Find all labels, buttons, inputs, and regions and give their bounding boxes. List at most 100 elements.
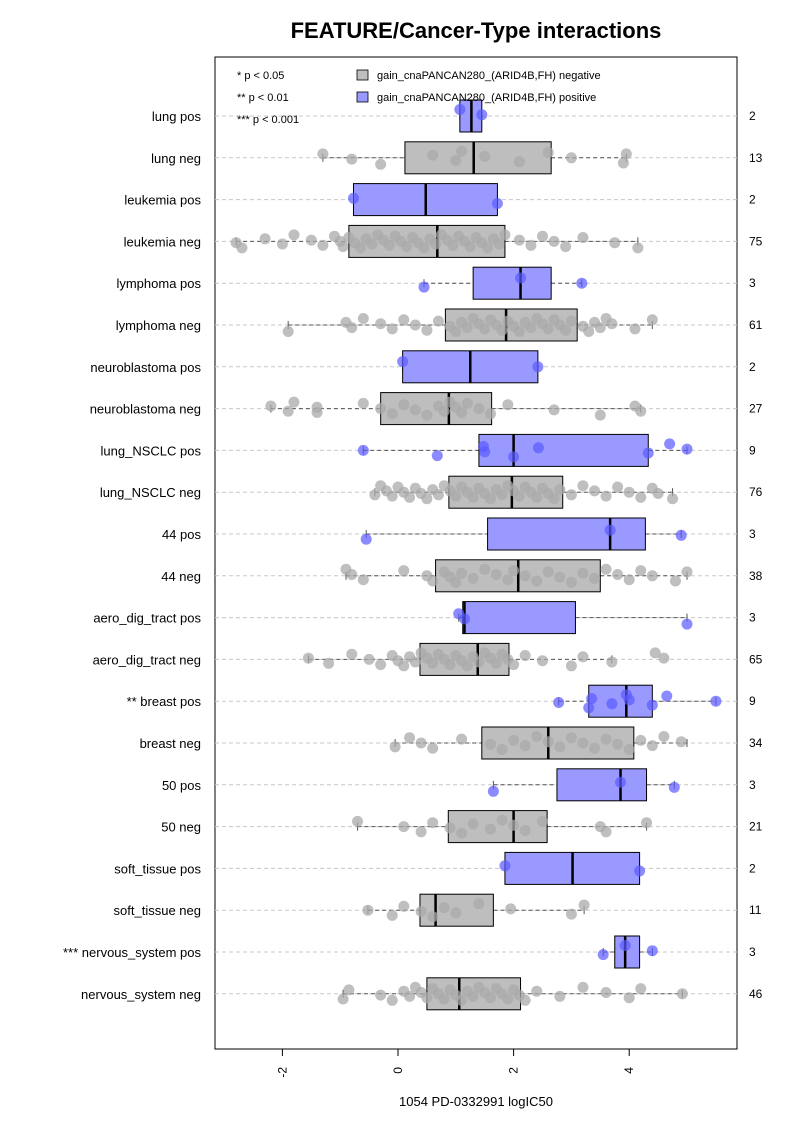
data-point: [484, 823, 496, 835]
data-point: [288, 396, 300, 408]
data-point: [427, 657, 439, 669]
data-point: [542, 736, 554, 748]
data-point: [525, 239, 537, 251]
significance-item: ** p < 0.01: [237, 92, 289, 104]
data-point: [398, 399, 410, 411]
data-point: [537, 655, 548, 667]
data-point: [554, 990, 566, 1002]
data-point: [553, 697, 565, 708]
data-point: [634, 865, 646, 877]
data-point: [282, 326, 294, 337]
data-point: [337, 241, 349, 253]
data-point: [398, 314, 410, 326]
data-point: [431, 450, 443, 462]
data-point: [612, 738, 624, 750]
row-label: neuroblastoma pos: [90, 360, 201, 375]
data-point: [346, 322, 358, 334]
data-point: [623, 574, 635, 586]
data-point: [386, 408, 398, 420]
data-point: [346, 153, 358, 165]
x-tick-label: 0: [391, 1067, 405, 1074]
data-point: [357, 444, 369, 456]
data-point: [438, 993, 450, 1005]
count-label: 3: [749, 611, 756, 625]
data-point: [415, 906, 427, 917]
count-labels: 2 13 2 75 3 61 2 27 9 76 3 38 3 65 9 34 3 21 2 11 3 46: [749, 109, 763, 1001]
data-point: [456, 994, 468, 1006]
data-point: [542, 323, 554, 335]
data-point: [317, 239, 329, 251]
x-axis: -2 0 2 4: [275, 1048, 636, 1078]
data-point: [482, 242, 494, 254]
data-point: [346, 569, 358, 580]
row-label: breast neg: [140, 736, 201, 751]
data-point: [484, 493, 496, 505]
data-point: [513, 156, 525, 168]
count-label: 34: [749, 736, 763, 750]
data-point: [600, 987, 612, 998]
data-point: [369, 489, 381, 501]
data-point: [565, 908, 577, 920]
row-label: soft_tissue neg: [114, 903, 201, 918]
data-point: [576, 277, 588, 289]
data-point: [519, 570, 531, 582]
data-point: [646, 740, 658, 752]
data-point: [597, 949, 609, 961]
data-point: [276, 238, 288, 250]
data-point: [496, 814, 508, 826]
data-point: [577, 567, 589, 579]
data-point: [456, 145, 468, 157]
data-point: [467, 491, 479, 503]
data-point: [444, 822, 456, 834]
data-point: [386, 909, 398, 921]
data-point: [560, 324, 572, 336]
data-point: [577, 232, 589, 243]
data-point: [586, 693, 598, 705]
data-point: [668, 781, 680, 793]
count-label: 2: [749, 360, 756, 374]
data-point: [467, 990, 479, 1002]
data-point: [554, 741, 566, 753]
data-point: [583, 326, 595, 337]
count-label: 21: [749, 820, 763, 834]
data-point: [565, 315, 577, 327]
row-label: neuroblastoma neg: [90, 402, 201, 417]
legend-swatch-positive: [356, 91, 369, 103]
row-label: 44 pos: [162, 527, 202, 542]
data-point: [502, 399, 514, 411]
data-point: [383, 239, 395, 251]
data-point: [386, 490, 398, 502]
count-label: 2: [749, 861, 756, 875]
data-point: [479, 151, 491, 162]
legend-label-negative: gain_cnaPANCAN280_(ARID4B,FH) negative: [377, 70, 601, 82]
data-point: [346, 648, 358, 660]
data-point: [600, 826, 612, 838]
count-label: 2: [749, 193, 756, 207]
data-point: [458, 613, 470, 625]
significance-legend: * p < 0.05 ** p < 0.01 *** p < 0.001: [237, 70, 299, 126]
data-point: [565, 576, 577, 588]
data-point: [421, 992, 433, 1004]
data-point: [343, 984, 355, 996]
data-point: [531, 985, 543, 997]
data-point: [617, 157, 629, 169]
count-label: 13: [749, 151, 763, 165]
data-point: [398, 900, 410, 912]
data-point: [490, 569, 502, 580]
data-point: [658, 652, 670, 664]
data-point: [404, 990, 416, 1002]
data-point: [554, 571, 566, 583]
data-point: [352, 815, 364, 827]
data-point: [418, 281, 430, 293]
data-point: [513, 490, 525, 502]
data-point: [519, 994, 531, 1006]
row-label: 50 pos: [162, 778, 202, 793]
data-point: [323, 657, 335, 669]
data-point: [487, 785, 499, 797]
data-point: [583, 702, 595, 714]
data-point: [675, 529, 687, 541]
data-point: [542, 147, 554, 159]
data-point: [612, 569, 624, 580]
color-legend: gain_cnaPANCAN280_(ARID4B,FH) negative g…: [356, 69, 601, 104]
data-point: [490, 657, 502, 669]
